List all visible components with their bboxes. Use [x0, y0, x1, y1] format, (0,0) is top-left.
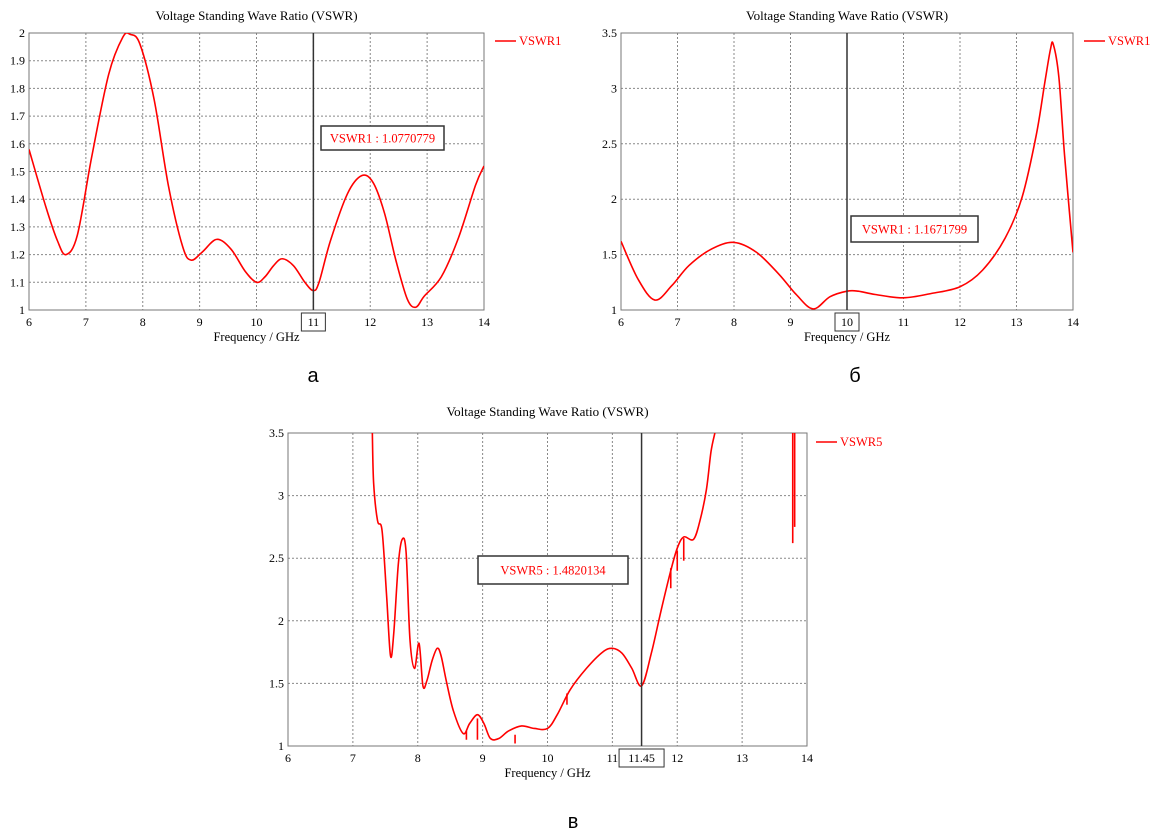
legend-label: VSWR5: [840, 435, 882, 449]
x-tick-label: 12: [954, 315, 966, 329]
y-tick-label: 1.4: [10, 192, 25, 206]
y-tick-label: 2.5: [269, 551, 284, 565]
x-tick-label: 9: [480, 751, 486, 765]
x-tick-label: 8: [415, 751, 421, 765]
y-tick-label: 1: [19, 303, 25, 317]
caption-a: а: [307, 365, 319, 387]
x-tick-label: 9: [788, 315, 794, 329]
chart-panel-b: Voltage Standing Wave Ratio (VSWR) 1 1.5 2 2…: [602, 8, 1150, 344]
y-tick-label: 1.3: [10, 220, 25, 234]
y-tick-label: 2: [19, 26, 25, 40]
x-tick-label: 8: [140, 315, 146, 329]
chart-title: Voltage Standing Wave Ratio (VSWR): [155, 8, 357, 23]
x-tick-label: 14: [1067, 315, 1079, 329]
x-tick-label: 14: [801, 751, 813, 765]
x-tick-label: 14: [478, 315, 490, 329]
y-tick-labels: 1 1.1 1.2 1.3 1.4 1.5 1.6 1.7 1.8 1.9 2: [10, 26, 25, 317]
y-tick-label: 2.5: [602, 137, 617, 151]
marker-x-label: 11.45: [628, 751, 655, 765]
x-tick-label: 9: [197, 315, 203, 329]
chart-panel-a: Voltage Standing Wave Ratio (VSWR) 1 1.1 1.…: [10, 8, 561, 344]
x-tick-label: 6: [26, 315, 32, 329]
plot-frame: [28, 32, 485, 311]
x-tick-label: 13: [736, 751, 748, 765]
series-line-vswr1: [29, 33, 484, 309]
series-line-vswr5: [371, 433, 716, 741]
x-tick-label: 8: [731, 315, 737, 329]
x-tick-label: 7: [83, 315, 89, 329]
x-axis-label: Frequency / GHz: [504, 766, 591, 780]
x-tick-label: 6: [285, 751, 291, 765]
series-line-vswr1: [621, 41, 1073, 310]
y-tick-labels: 1 1.5 2 2.5 3 3.5: [269, 426, 284, 753]
plot-frame: [287, 432, 808, 747]
marker-x-box: [618, 748, 665, 768]
series-group: [621, 41, 1073, 310]
y-tick-label: 3.5: [602, 26, 617, 40]
chart-panel-v: Voltage Standing Wave Ratio (VSWR) 1 1.5 2 2…: [269, 404, 882, 780]
marker-value-label: VSWR1 : 1.0770779: [330, 132, 435, 146]
y-tick-label: 1.1: [10, 275, 25, 289]
y-tick-label: 1.5: [269, 676, 284, 690]
series-group: [29, 33, 484, 309]
y-tick-label: 1.5: [10, 165, 25, 179]
y-tick-label: 1.2: [10, 248, 25, 262]
chart-title: Voltage Standing Wave Ratio (VSWR): [446, 404, 648, 419]
marker-x-label: 10: [841, 315, 853, 329]
x-tick-label: 7: [675, 315, 681, 329]
legend-label: VSWR1: [1108, 34, 1150, 48]
y-tick-label: 1.8: [10, 81, 25, 95]
y-tick-label: 2: [611, 192, 617, 206]
x-tick-labels: 6 7 8 9 10 11 12 13 14: [26, 315, 490, 329]
x-tick-label: 13: [1011, 315, 1023, 329]
legend-label: VSWR1: [519, 34, 561, 48]
x-axis-label: Frequency / GHz: [804, 330, 891, 344]
y-tick-labels: 1 1.5 2 2.5 3 3.5: [602, 26, 617, 317]
marker-x-box: [300, 312, 326, 332]
marker-value-box: [477, 555, 629, 585]
x-tick-label: 6: [618, 315, 624, 329]
x-tick-label: 10: [251, 315, 263, 329]
grid: [288, 433, 807, 746]
x-tick-label: 12: [671, 751, 683, 765]
x-tick-label: 11: [607, 751, 619, 765]
y-tick-label: 1.9: [10, 54, 25, 68]
marker-value-label: VSWR5 : 1.4820134: [500, 564, 606, 578]
marker-value-box: [320, 125, 445, 151]
caption-b: б: [849, 365, 860, 387]
y-tick-label: 3: [611, 81, 617, 95]
marker-value-label: VSWR1 : 1.1671799: [862, 223, 967, 237]
x-tick-label: 12: [364, 315, 376, 329]
x-axis-label: Frequency / GHz: [213, 330, 300, 344]
x-tick-label: 10: [542, 751, 554, 765]
y-tick-label: 1: [611, 303, 617, 317]
y-tick-label: 1.6: [10, 137, 25, 151]
x-tick-label: 11: [898, 315, 910, 329]
marker-x-label: 11: [308, 315, 320, 329]
x-tick-label: 7: [350, 751, 356, 765]
y-tick-label: 3: [278, 489, 284, 503]
marker-value-box: [850, 215, 979, 243]
series-group: [371, 433, 796, 744]
y-tick-label: 2: [278, 614, 284, 628]
x-tick-labels: 6 7 8 9 10 11 12 13 14: [285, 751, 813, 765]
y-tick-label: 3.5: [269, 426, 284, 440]
y-tick-label: 1.7: [10, 109, 25, 123]
grid: [29, 33, 484, 310]
x-tick-label: 13: [421, 315, 433, 329]
y-tick-label: 1: [278, 739, 284, 753]
caption-v: в: [568, 811, 579, 831]
chart-title: Voltage Standing Wave Ratio (VSWR): [746, 8, 948, 23]
marker-x-box: [834, 312, 860, 332]
y-tick-label: 1.5: [602, 248, 617, 262]
